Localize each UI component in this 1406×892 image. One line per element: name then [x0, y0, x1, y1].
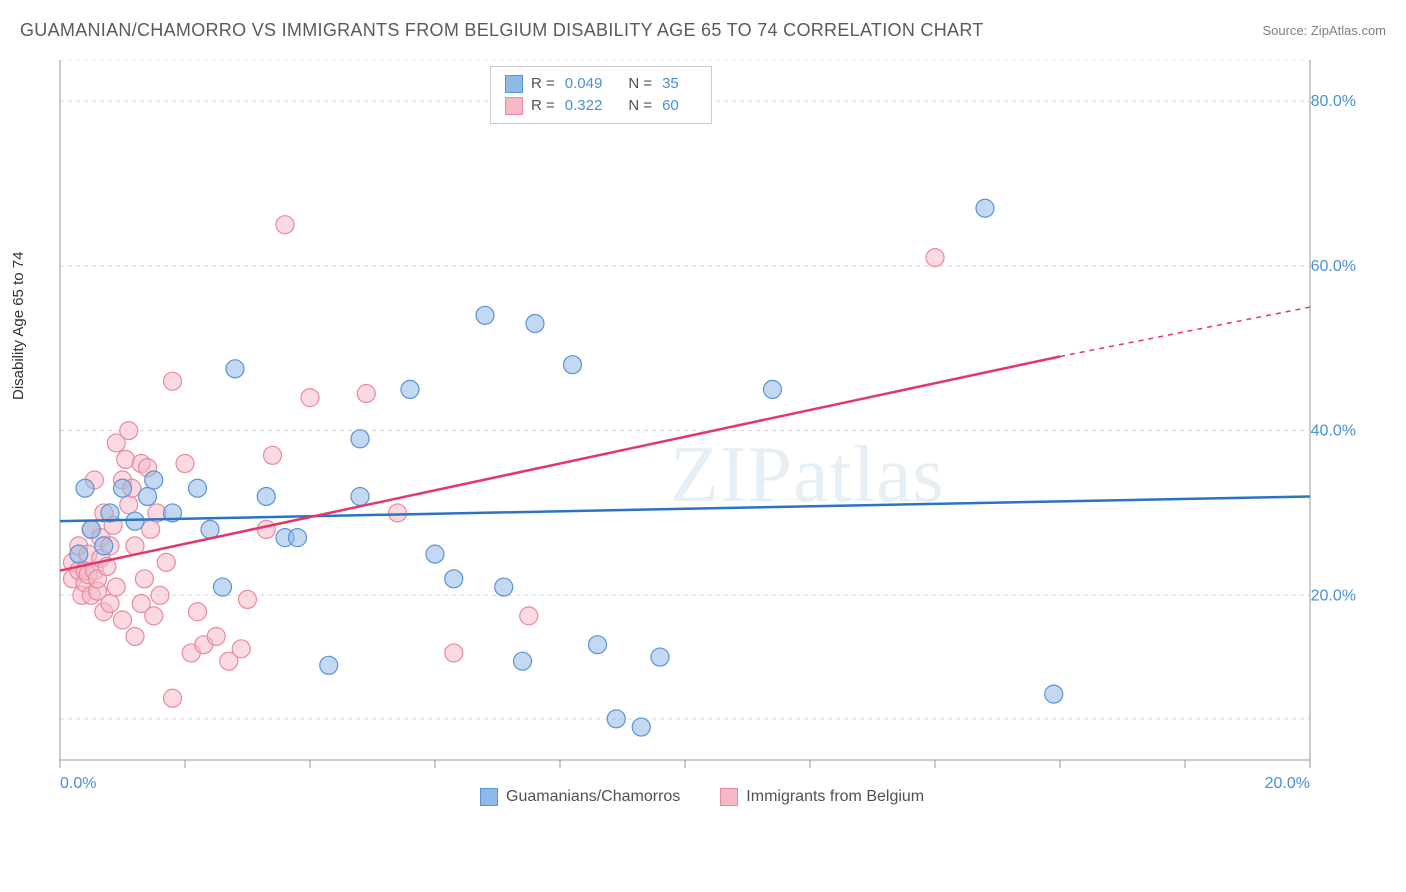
- n-label: N =: [628, 73, 652, 95]
- legend-label-2: Immigrants from Belgium: [746, 788, 924, 806]
- svg-text:20.0%: 20.0%: [1311, 587, 1356, 604]
- y-axis-title: Disability Age 65 to 74: [10, 252, 27, 400]
- title-bar: GUAMANIAN/CHAMORRO VS IMMIGRANTS FROM BE…: [20, 20, 1386, 41]
- source-label: Source: ZipAtlas.com: [1262, 23, 1386, 38]
- legend-item-2: Immigrants from Belgium: [720, 788, 924, 806]
- r-label: R =: [531, 95, 555, 117]
- r-value-2: 0.322: [565, 95, 603, 117]
- r-label: R =: [531, 73, 555, 95]
- legend-swatch-icon: [480, 788, 498, 806]
- chart-area: 20.0% 40.0% 60.0% 80.0% 0.0% 20.0% R = 0.049 …: [50, 60, 1360, 800]
- n-label: N =: [628, 95, 652, 117]
- n-value-2: 60: [662, 95, 679, 117]
- legend-stats-row-1: R = 0.049 N = 35: [505, 73, 697, 95]
- legend-label-1: Guamanians/Chamorros: [506, 788, 680, 806]
- n-value-1: 35: [662, 73, 679, 95]
- legend-series: Guamanians/Chamorros Immigrants from Bel…: [480, 788, 924, 806]
- svg-text:0.0%: 0.0%: [60, 775, 96, 792]
- legend-stats: R = 0.049 N = 35 R = 0.322 N = 60: [490, 66, 712, 124]
- legend-swatch-series-1: [505, 75, 523, 93]
- legend-item-1: Guamanians/Chamorros: [480, 788, 680, 806]
- svg-text:80.0%: 80.0%: [1311, 93, 1356, 110]
- svg-text:40.0%: 40.0%: [1311, 423, 1356, 440]
- legend-swatch-icon: [720, 788, 738, 806]
- svg-text:20.0%: 20.0%: [1265, 775, 1310, 792]
- chart-title: GUAMANIAN/CHAMORRO VS IMMIGRANTS FROM BE…: [20, 20, 984, 41]
- r-value-1: 0.049: [565, 73, 603, 95]
- svg-text:60.0%: 60.0%: [1311, 258, 1356, 275]
- legend-stats-row-2: R = 0.322 N = 60: [505, 95, 697, 117]
- legend-swatch-series-2: [505, 97, 523, 115]
- scatter-plot: 20.0% 40.0% 60.0% 80.0% 0.0% 20.0%: [50, 60, 1360, 800]
